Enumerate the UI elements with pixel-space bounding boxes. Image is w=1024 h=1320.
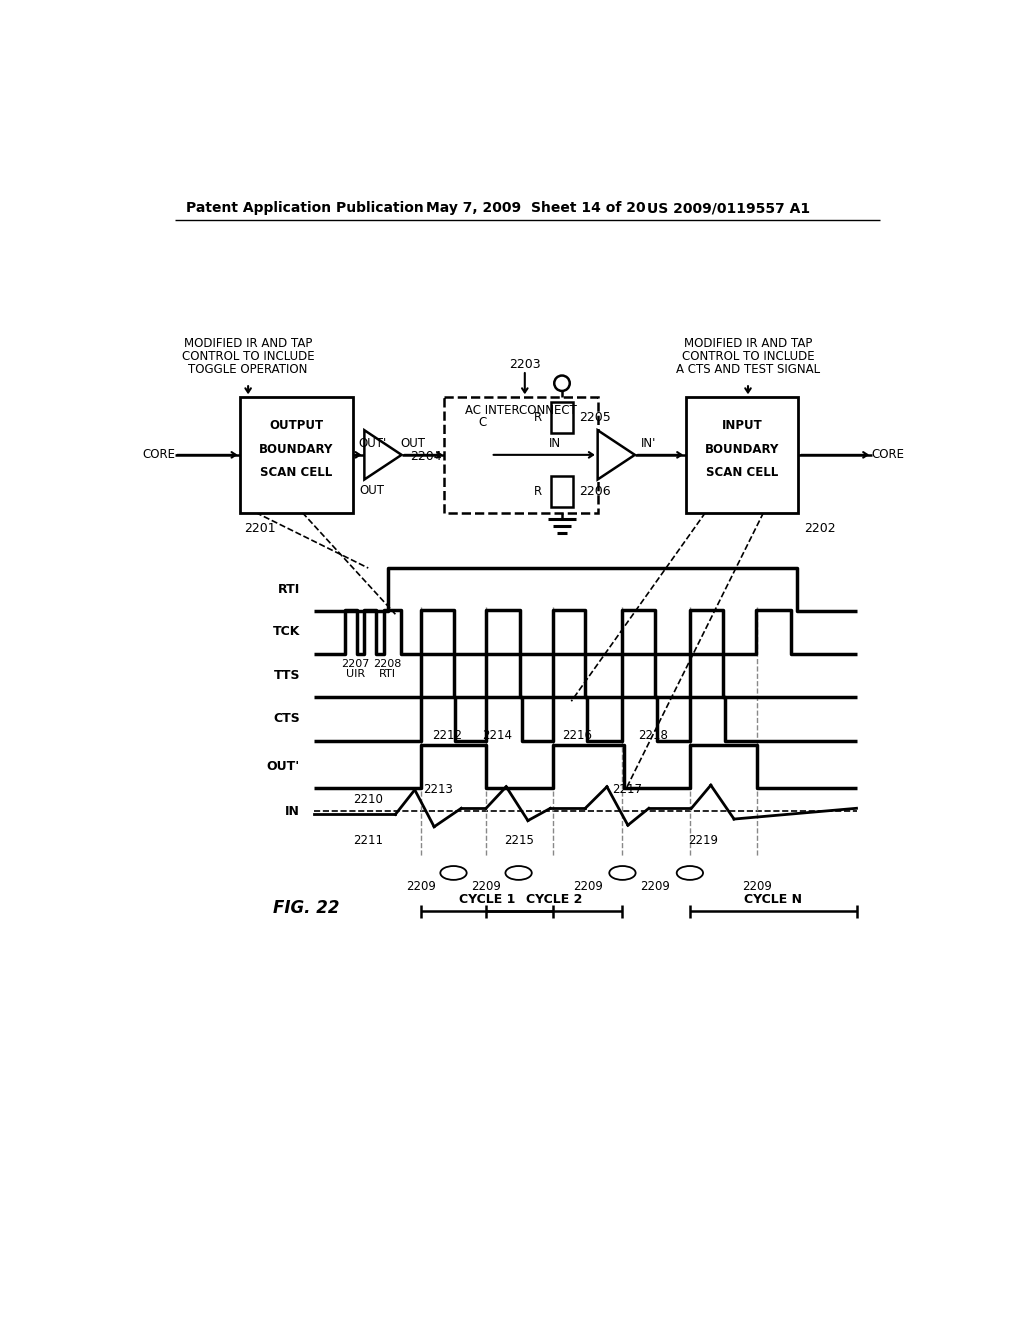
Text: CYCLE 1: CYCLE 1	[459, 892, 515, 906]
Text: TOGGLE OPERATION: TOGGLE OPERATION	[188, 363, 308, 376]
Text: 2209: 2209	[640, 880, 670, 894]
Text: 2209: 2209	[406, 880, 436, 894]
Text: OUT': OUT'	[267, 760, 300, 774]
Bar	[444, 397, 598, 512]
Text: CYCLE 2: CYCLE 2	[526, 892, 583, 906]
Text: CORE: CORE	[871, 449, 904, 462]
Text: CTS: CTS	[273, 713, 300, 726]
Text: BOUNDARY: BOUNDARY	[259, 442, 334, 455]
Text: 2213: 2213	[423, 783, 453, 796]
Text: R: R	[534, 486, 542, 499]
Text: 2202: 2202	[805, 521, 837, 535]
Text: MODIFIED IR AND TAP: MODIFIED IR AND TAP	[184, 337, 312, 350]
Text: CORE: CORE	[142, 449, 175, 462]
Text: IN: IN	[549, 437, 561, 450]
Text: 2201: 2201	[245, 521, 275, 535]
Text: 2215: 2215	[504, 834, 534, 847]
Text: 2207: 2207	[341, 659, 370, 669]
Text: 2205: 2205	[579, 412, 610, 425]
Text: BOUNDARY: BOUNDARY	[705, 442, 779, 455]
Text: SCAN CELL: SCAN CELL	[707, 466, 778, 479]
Text: 2208: 2208	[374, 659, 401, 669]
Text: 2214: 2214	[482, 730, 512, 742]
Text: AC INTERCONNECT: AC INTERCONNECT	[465, 404, 577, 417]
Bar	[551, 403, 572, 433]
Text: 2204: 2204	[411, 450, 442, 463]
Text: 2209: 2209	[572, 880, 602, 894]
Text: 2218: 2218	[638, 730, 668, 742]
Text: 2203: 2203	[509, 358, 541, 371]
Text: INPUT: INPUT	[722, 420, 763, 433]
Text: 2219: 2219	[688, 834, 718, 847]
Text: UIR: UIR	[345, 668, 365, 678]
Text: 2210: 2210	[353, 792, 383, 805]
Text: IN': IN'	[641, 437, 656, 450]
Text: Patent Application Publication: Patent Application Publication	[186, 202, 424, 215]
Text: A CTS AND TEST SIGNAL: A CTS AND TEST SIGNAL	[676, 363, 820, 376]
Text: C: C	[479, 416, 487, 429]
Text: US 2009/0119557 A1: US 2009/0119557 A1	[647, 202, 810, 215]
Text: TTS: TTS	[273, 669, 300, 682]
Text: 2206: 2206	[579, 486, 610, 499]
Text: RTI: RTI	[379, 668, 396, 678]
Text: TCK: TCK	[272, 626, 300, 639]
Text: CONTROL TO INCLUDE: CONTROL TO INCLUDE	[182, 350, 314, 363]
Text: R: R	[534, 412, 542, 425]
Text: CYCLE N: CYCLE N	[744, 892, 802, 906]
Text: RTI: RTI	[278, 583, 300, 597]
Text: May 7, 2009: May 7, 2009	[426, 202, 521, 215]
Text: Sheet 14 of 20: Sheet 14 of 20	[531, 202, 645, 215]
Text: MODIFIED IR AND TAP: MODIFIED IR AND TAP	[684, 337, 812, 350]
Text: CONTROL TO INCLUDE: CONTROL TO INCLUDE	[682, 350, 814, 363]
Bar	[551, 477, 572, 507]
Bar	[241, 397, 352, 512]
Text: 2217: 2217	[612, 783, 642, 796]
Text: OUT: OUT	[400, 437, 426, 450]
Text: 2212: 2212	[432, 730, 462, 742]
Text: OUT': OUT'	[358, 437, 386, 450]
Polygon shape	[365, 430, 401, 479]
Text: IN: IN	[285, 805, 300, 818]
Polygon shape	[598, 430, 635, 479]
Text: 2216: 2216	[562, 730, 592, 742]
Text: OUTPUT: OUTPUT	[269, 420, 324, 433]
Text: FIG. 22: FIG. 22	[273, 899, 340, 916]
Text: OUT: OUT	[359, 483, 385, 496]
Text: 2211: 2211	[353, 834, 383, 847]
Text: SCAN CELL: SCAN CELL	[260, 466, 333, 479]
Text: 2209: 2209	[742, 880, 772, 894]
Text: 2209: 2209	[471, 880, 501, 894]
Bar	[686, 397, 799, 512]
